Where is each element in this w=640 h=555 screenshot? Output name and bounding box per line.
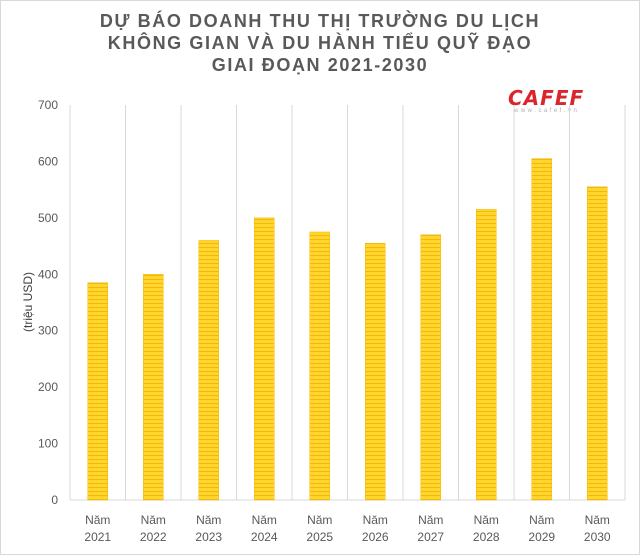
- y-tick-label: 0: [51, 493, 58, 507]
- x-tick-label-line-1: Năm: [196, 513, 221, 527]
- x-tick-label-line-1: Năm: [307, 513, 332, 527]
- bar: [531, 158, 552, 501]
- cafef-logo-text: CAFEF: [508, 86, 585, 110]
- y-tick-label: 400: [38, 267, 58, 281]
- x-tick-label-line-1: Năm: [418, 513, 443, 527]
- y-tick-label: 200: [38, 380, 58, 394]
- x-tick-label-line-1: Năm: [363, 513, 388, 527]
- cafef-logo: CAFEF www.cafef.vn: [508, 86, 624, 116]
- x-tick-label-line-1: Năm: [141, 513, 166, 527]
- y-tick-label: 600: [38, 154, 58, 168]
- x-tick-label-line-2: 2026: [362, 530, 389, 544]
- x-tick-label-line-2: 2023: [195, 530, 222, 544]
- x-tick-label-line-2: 2024: [251, 530, 278, 544]
- bar: [254, 217, 275, 501]
- x-ticks: Năm 2021 Năm 2022 Năm 2023 Năm 2024 Năm 2025 Năm 20…: [84, 513, 611, 544]
- x-tick-label-line-1: Năm: [252, 513, 277, 527]
- bar: [309, 231, 330, 501]
- x-tick-label-line-1: Năm: [85, 513, 110, 527]
- x-tick-label-line-2: 2022: [140, 530, 167, 544]
- x-tick-label-line-2: 2025: [306, 530, 333, 544]
- y-ticks: 0 100 200 300 400 500 600 700: [38, 98, 58, 507]
- bar: [420, 234, 441, 501]
- x-tick-label-line-2: 2030: [584, 530, 611, 544]
- cafef-logo-subtext: www.cafef.vn: [514, 108, 580, 114]
- chart-title-line-1: DỰ BÁO DOANH THU THỊ TRƯỜNG DU LỊCH: [99, 11, 541, 31]
- bar: [476, 209, 497, 501]
- y-tick-label: 700: [38, 98, 58, 112]
- chart-title-line-3: GIAI ĐOẠN 2021-2030: [211, 55, 429, 75]
- x-tick-label-line-2: 2021: [84, 530, 111, 544]
- y-tick-label: 100: [38, 437, 58, 451]
- y-tick-label: 300: [38, 324, 58, 338]
- bar: [587, 186, 608, 501]
- x-tick-label-line-1: Năm: [585, 513, 610, 527]
- x-tick-label-line-2: 2029: [528, 530, 555, 544]
- y-tick-label: 500: [38, 211, 58, 225]
- bars-layer: [87, 158, 608, 501]
- bar: [87, 282, 108, 501]
- x-tick-label-line-1: Năm: [474, 513, 499, 527]
- bar: [143, 274, 164, 501]
- x-tick-label-line-2: 2027: [417, 530, 444, 544]
- bar: [198, 240, 219, 501]
- x-tick-label-line-2: 2028: [473, 530, 500, 544]
- bar: [365, 243, 386, 501]
- chart-title: DỰ BÁO DOANH THU THỊ TRƯỜNG DU LỊCH KHÔN…: [0, 10, 640, 76]
- x-tick-label-line-1: Năm: [529, 513, 554, 527]
- chart-title-line-2: KHÔNG GIAN VÀ DU HÀNH TIỂU QUỸ ĐẠO: [107, 33, 533, 53]
